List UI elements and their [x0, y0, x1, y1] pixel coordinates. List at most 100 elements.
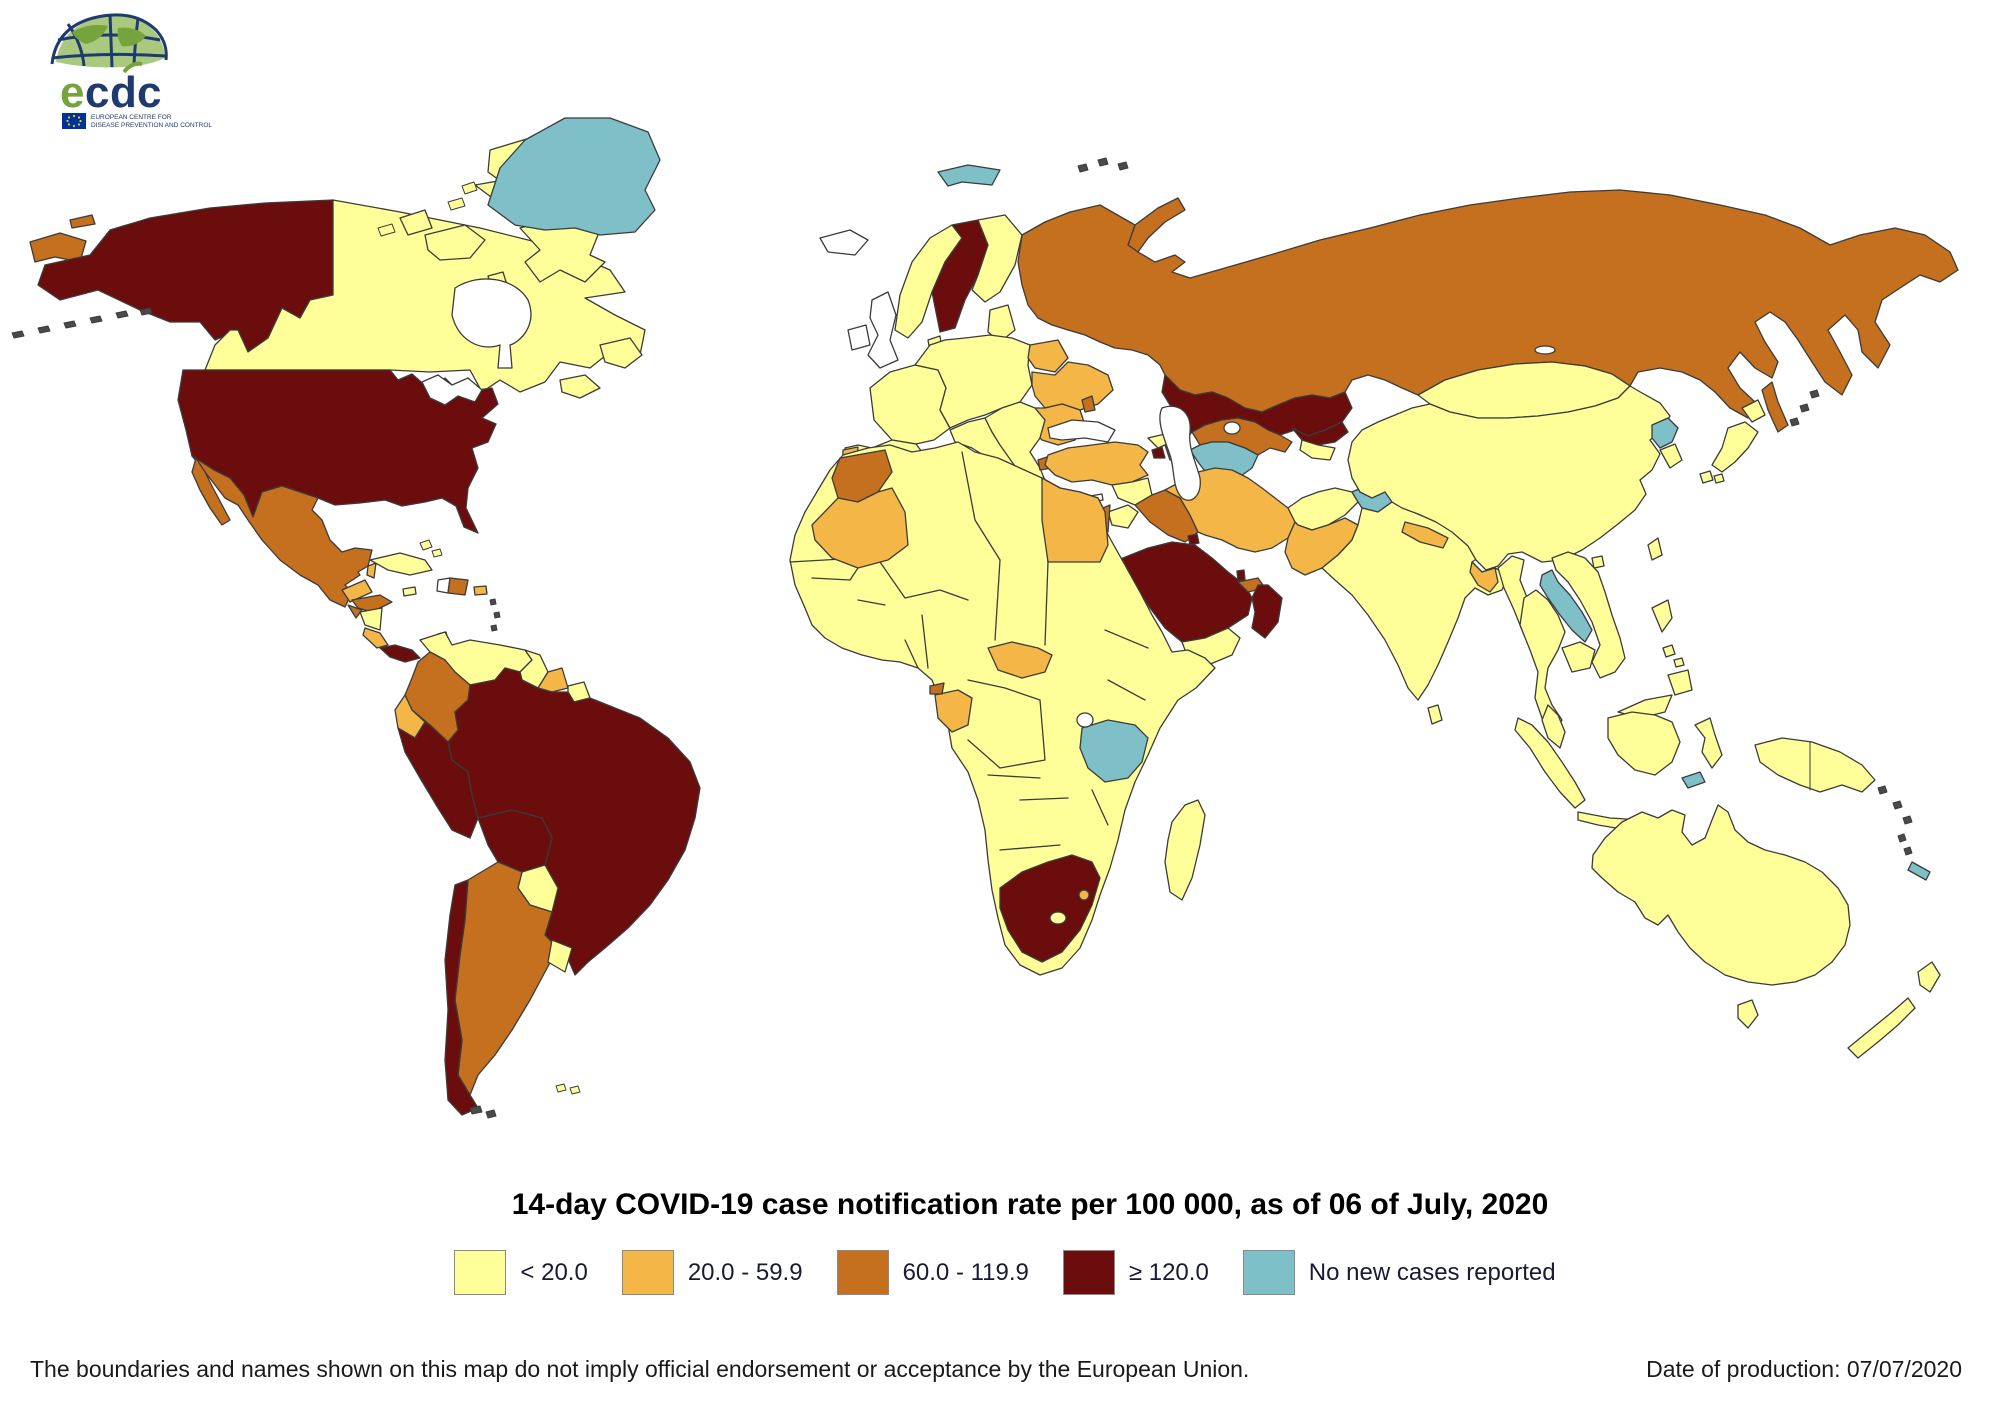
countries-wsahara-mauritania [811, 487, 909, 569]
legend-label-gte120: ≥ 120.0 [1128, 1258, 1209, 1286]
eu-flag-icon [62, 113, 86, 129]
country-equatorial-guinea [929, 682, 945, 695]
legend-label-c20_59: 20.0 - 59.9 [687, 1258, 803, 1286]
country-ireland [847, 324, 871, 351]
country-china [1347, 385, 1671, 571]
legend-swatch-lt20 [454, 1250, 507, 1295]
map-title: 14-day COVID-19 case notification rate p… [511, 1188, 1549, 1221]
country-car [987, 641, 1053, 679]
country-sri-lanka [1427, 704, 1443, 725]
legend-item-lt20: < 20.0 [454, 1250, 588, 1295]
territory-greenland [487, 117, 661, 236]
island-victoria [424, 224, 486, 261]
country-madagascar [1164, 799, 1206, 901]
country-egypt [1041, 477, 1109, 563]
country-north-korea [1651, 417, 1679, 449]
island-jamaica [402, 586, 417, 597]
islands-franz-josef [1077, 157, 1129, 173]
map-legend: < 20.0 20.0 - 59.9 60.0 - 119.9 ≥ 120.0 No n… [0, 1250, 2000, 1295]
legend-swatch-c20_59 [621, 1250, 674, 1295]
island-tasmania [1737, 999, 1759, 1029]
islets-tierra-del-fuego [469, 1105, 497, 1119]
ecdc-globe-icon [50, 13, 168, 68]
country-canada [204, 199, 646, 393]
country-chile [444, 879, 479, 1116]
legend-label-lt20: < 20.0 [520, 1258, 588, 1286]
country-turkey [1044, 441, 1149, 486]
country-eswatini [1078, 889, 1090, 901]
islands-novaya-zemlya [1127, 197, 1186, 253]
islands-falkland [555, 1083, 581, 1095]
country-cuba [369, 552, 433, 576]
islands-solomon [1877, 785, 1913, 825]
country-honduras [351, 594, 393, 613]
country-philippines [1651, 599, 1693, 696]
legend-swatch-nonew [1242, 1250, 1295, 1295]
country-south-africa [999, 854, 1101, 963]
legend-swatch-gte120 [1062, 1250, 1115, 1295]
great-lakes [421, 374, 483, 406]
country-finland [971, 214, 1023, 303]
country-bolivia [477, 809, 553, 873]
country-tanzania [1079, 719, 1149, 783]
aral-sea [1223, 421, 1241, 435]
country-france [869, 364, 951, 445]
country-timor-leste [1681, 771, 1706, 789]
country-dominican-republic [447, 577, 469, 596]
logo-sprout-icon [122, 61, 143, 74]
country-mexico [191, 455, 373, 608]
country-jordan [1107, 504, 1139, 529]
country-vietnam [1551, 551, 1626, 679]
lake-baikal [1534, 345, 1556, 355]
logo-subtext-2: DISEASE PREVENTION AND CONTROL [91, 122, 212, 129]
islands-lesser-antilles [489, 598, 501, 632]
caspian-sea [1159, 405, 1201, 501]
island-sumatra [1514, 717, 1586, 809]
country-brazil [447, 667, 701, 976]
island-new-guinea [1754, 737, 1876, 793]
islands-kuril [1789, 389, 1820, 427]
country-panama [379, 644, 421, 663]
islands-svalbard [937, 164, 1001, 187]
country-el-salvador [347, 604, 363, 619]
logo-letter-c1: c [85, 68, 109, 117]
country-gabon [934, 689, 973, 733]
island-banks [399, 209, 433, 236]
country-new-zealand [1847, 961, 1941, 1059]
country-moldova [1081, 395, 1096, 413]
legend-item-c60_119: 60.0 - 119.9 [836, 1250, 1029, 1295]
country-belarus [1027, 339, 1069, 373]
country-tajikistan [1299, 439, 1336, 461]
ecdc-logo: e c d c EUROPEAN CENTRE FOR DISEASE PREV… [50, 13, 212, 129]
islands-bahamas [419, 539, 443, 558]
country-japan [1699, 399, 1766, 484]
country-guatemala [341, 579, 373, 603]
country-qatar [1236, 569, 1246, 582]
country-suriname [537, 667, 569, 693]
country-laos [1539, 569, 1593, 643]
country-belize [366, 562, 377, 579]
country-armenia [1151, 446, 1166, 459]
islands-vanuatu [1897, 833, 1913, 856]
legend-label-nonew: No new cases reported [1308, 1258, 1556, 1286]
logo-subtext-1: EUROPEAN CENTRE FOR [91, 114, 172, 121]
island-hainan [1591, 555, 1605, 569]
hudson-bay [451, 278, 532, 369]
island-nova-scotia [559, 374, 601, 399]
arctic-islets [377, 181, 478, 237]
country-nicaragua [359, 607, 383, 631]
island-sakhalin [1761, 381, 1789, 433]
country-lesotho [1049, 911, 1067, 925]
country-south-korea [1659, 443, 1683, 469]
legend-item-nonew: No new cases reported [1242, 1250, 1556, 1295]
logo-letter-e: e [60, 68, 84, 117]
logo-letter-c2: c [137, 68, 161, 117]
country-united-kingdom [867, 291, 899, 369]
disclaimer-text: The boundaries and names shown on this m… [30, 1356, 1250, 1382]
legend-item-c20_59: 20.0 - 59.9 [621, 1250, 803, 1295]
country-thailand [1519, 589, 1566, 733]
island-puerto-rico [473, 585, 488, 596]
island-borneo [1607, 711, 1681, 776]
island [69, 214, 96, 229]
